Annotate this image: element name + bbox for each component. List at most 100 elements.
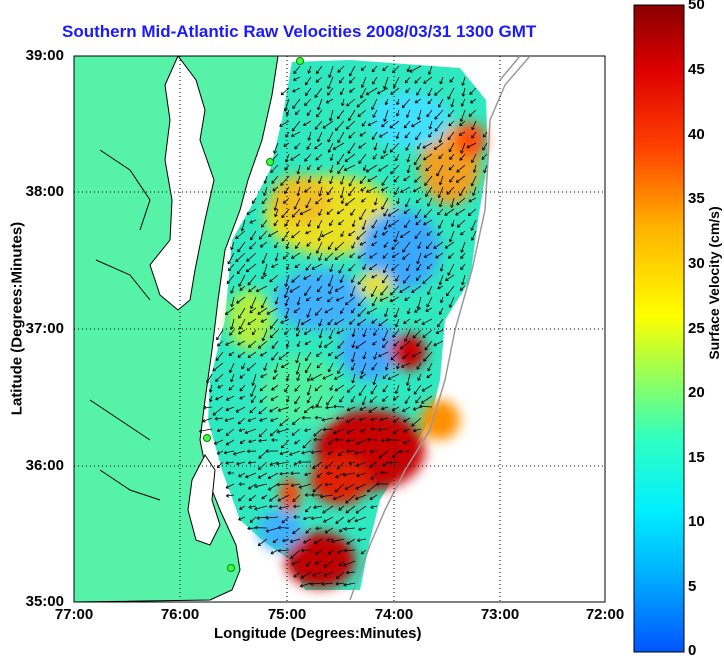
velocity-arrow bbox=[272, 373, 279, 380]
shelf-contour-2 bbox=[499, 56, 521, 81]
velocity-arrow bbox=[276, 461, 290, 466]
velocity-arrow bbox=[329, 263, 334, 273]
velocity-arrow bbox=[283, 142, 290, 147]
velocity-arrow bbox=[414, 307, 422, 313]
velocity-arrow bbox=[285, 340, 290, 348]
velocity-arrow bbox=[356, 98, 367, 108]
velocity-arrow bbox=[373, 142, 378, 151]
velocity-arrow bbox=[246, 252, 257, 262]
velocity-arrow bbox=[215, 351, 224, 361]
y-tick-label: 38:00 bbox=[25, 183, 64, 200]
velocity-arrow bbox=[394, 230, 400, 243]
velocity-arrow bbox=[326, 186, 334, 196]
velocity-arrow bbox=[361, 120, 367, 127]
velocity-arrow bbox=[425, 307, 433, 312]
velocity-arrow bbox=[358, 153, 367, 164]
velocity-arrow bbox=[460, 252, 466, 260]
velocity-arrow bbox=[314, 549, 323, 556]
velocity-arrow bbox=[293, 504, 301, 509]
velocity-arrow bbox=[414, 175, 422, 183]
velocity-arrow bbox=[346, 438, 356, 443]
velocity-arrow bbox=[346, 449, 356, 454]
velocity-arrow bbox=[460, 230, 466, 236]
velocity-arrow bbox=[258, 230, 268, 240]
velocity-arrow bbox=[350, 208, 356, 216]
velocity-arrow bbox=[307, 252, 312, 260]
velocity-arrow bbox=[294, 439, 301, 445]
y-tick-label: 39:00 bbox=[25, 47, 64, 64]
velocity-arrow bbox=[372, 109, 378, 118]
velocity-arrow bbox=[237, 351, 246, 358]
velocity-arrow bbox=[471, 153, 477, 164]
velocity-arrow bbox=[469, 98, 477, 104]
velocity-arrow bbox=[315, 307, 323, 316]
velocity-arrow bbox=[241, 362, 246, 370]
velocity-arrow bbox=[322, 427, 334, 432]
velocity-arrow bbox=[417, 373, 422, 381]
velocity-arrow bbox=[362, 285, 367, 292]
x-axis-label: Longitude (Degrees:Minutes) bbox=[214, 625, 422, 642]
velocity-arrow bbox=[413, 384, 422, 395]
velocity-arrow bbox=[380, 470, 389, 475]
velocity-arrow bbox=[367, 120, 378, 126]
velocity-arrow bbox=[448, 296, 455, 308]
velocity-arrow bbox=[303, 406, 312, 414]
velocity-arrow bbox=[327, 197, 334, 202]
velocity-arrow bbox=[437, 186, 444, 199]
velocity-arrow bbox=[427, 87, 433, 97]
velocity-arrow bbox=[346, 538, 356, 545]
velocity-arrow bbox=[365, 87, 378, 96]
velocity-arrow bbox=[416, 263, 422, 271]
velocity-arrow bbox=[291, 428, 301, 436]
velocity-arrow bbox=[366, 307, 378, 315]
velocity-arrow bbox=[337, 131, 345, 144]
velocity-arrow bbox=[310, 450, 323, 455]
velocity-arrow bbox=[284, 164, 290, 171]
velocity-arrow bbox=[322, 373, 334, 380]
colorbar-tick: 30 bbox=[688, 255, 705, 272]
velocity-arrow bbox=[350, 285, 356, 297]
velocity-arrow bbox=[438, 274, 444, 286]
velocity-arrow bbox=[209, 395, 213, 403]
velocity-arrow bbox=[212, 406, 224, 416]
velocity-arrow bbox=[440, 296, 444, 304]
velocity-arrow bbox=[255, 285, 268, 293]
velocity-arrow bbox=[405, 87, 411, 93]
velocity-arrow bbox=[389, 142, 400, 153]
velocity-arrow bbox=[312, 461, 323, 470]
velocity-arrow bbox=[433, 340, 444, 347]
velocity-arrow bbox=[403, 208, 411, 214]
velocity-arrow bbox=[354, 516, 367, 523]
velocity-arrow bbox=[411, 285, 422, 293]
velocity-arrow bbox=[236, 461, 246, 466]
velocity-arrow bbox=[346, 406, 356, 412]
velocity-arrow bbox=[360, 362, 367, 375]
velocity-arrow bbox=[318, 186, 323, 197]
y-axis-label: Latitude (Degrees:Minutes) bbox=[8, 221, 26, 416]
velocity-arrow bbox=[250, 395, 257, 404]
velocity-arrow bbox=[291, 131, 301, 137]
velocity-arrow bbox=[349, 65, 356, 77]
velocity-arrow bbox=[311, 493, 322, 497]
velocity-arrow bbox=[389, 296, 400, 303]
velocity-arrow bbox=[433, 241, 444, 249]
velocity-arrow bbox=[237, 241, 246, 253]
velocity-arrow bbox=[427, 362, 433, 372]
velocity-arrow bbox=[424, 175, 433, 186]
velocity-arrow bbox=[324, 252, 334, 261]
velocity-arrow bbox=[421, 384, 433, 392]
velocity-arrow bbox=[412, 329, 422, 339]
velocity-arrow bbox=[349, 318, 356, 325]
velocity-arrow bbox=[335, 571, 345, 580]
velocity-arrow bbox=[225, 428, 235, 436]
velocity-arrow bbox=[415, 131, 422, 141]
velocity-arrow bbox=[250, 296, 257, 310]
velocity-arrow bbox=[318, 208, 323, 216]
velocity-arrow bbox=[214, 416, 224, 421]
velocity-arrow bbox=[249, 406, 257, 414]
velocity-arrow bbox=[361, 395, 367, 406]
velocity-arrow bbox=[257, 307, 268, 315]
velocity-arrow bbox=[313, 538, 323, 545]
velocity-arrow bbox=[404, 395, 411, 405]
velocity-arrow bbox=[292, 494, 301, 502]
